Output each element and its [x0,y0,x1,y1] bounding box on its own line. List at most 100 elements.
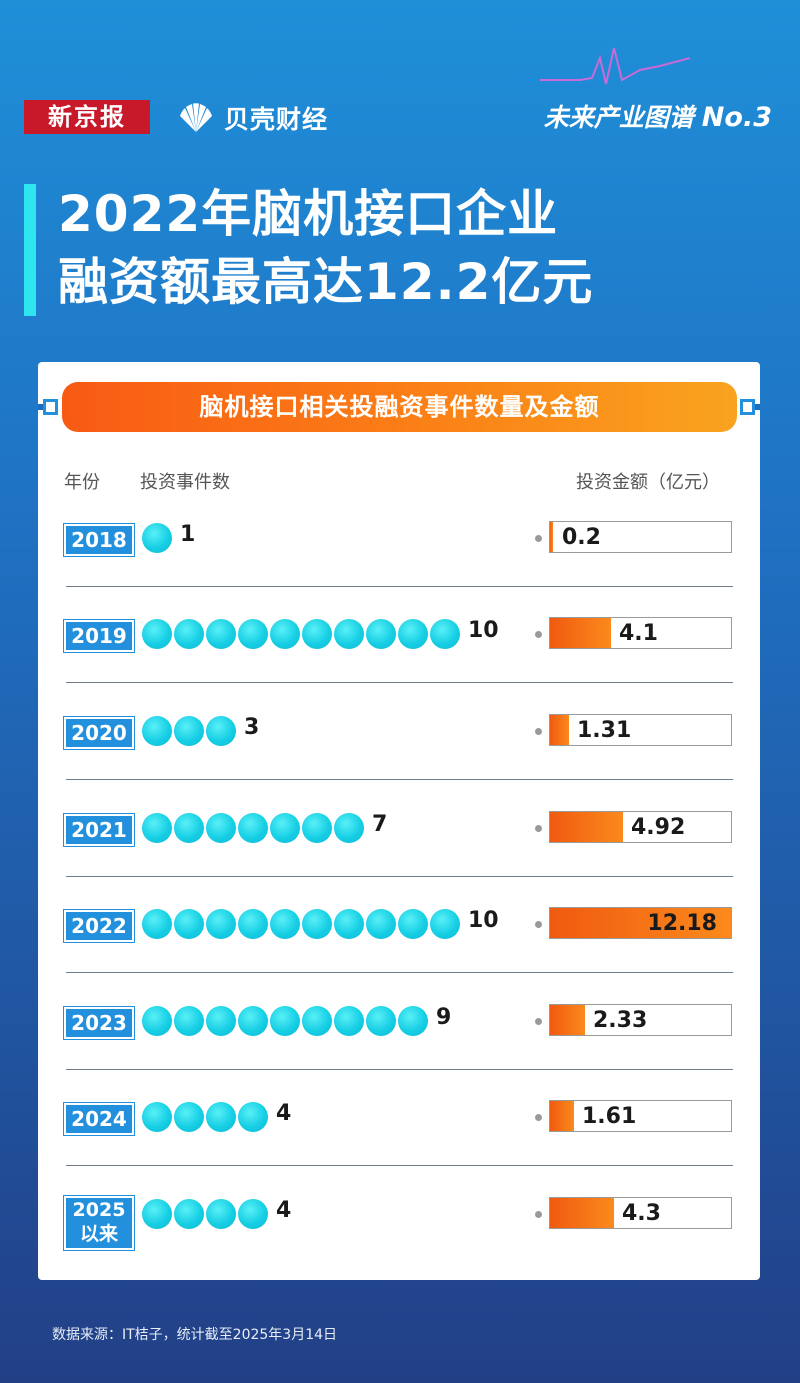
count-dots [142,813,364,843]
count-dots [142,1102,268,1132]
beike-logo: 贝壳财经 [176,98,328,138]
bullet-marker [535,535,542,542]
series-name: 未来产业图谱 [543,103,694,132]
amount-bar-frame: 1.31 [549,714,732,746]
count-label: 9 [436,1005,452,1030]
count-dot [206,619,236,649]
count-dot [238,1006,268,1036]
count-dot [142,909,172,939]
count-dot [142,523,172,553]
year-text: 2018 [71,528,127,552]
amount-bar-frame: 4.3 [549,1197,732,1229]
amount-label: 12.18 [647,911,717,936]
count-dots [142,716,236,746]
pulse-line-icon [540,47,690,85]
row-divider [66,1165,733,1166]
chart-banner: 脑机接口相关投融资事件数量及金额 [62,382,737,432]
count-dot [366,1006,396,1036]
count-dot [334,619,364,649]
bullet-marker [535,1114,542,1121]
count-dot [302,1006,332,1036]
amount-bar [550,1198,614,1228]
count-dot [270,619,300,649]
count-dot [174,813,204,843]
title-line-2: 融资额最高达12.2亿元 [58,253,594,311]
count-dot [270,813,300,843]
year-text: 2022 [71,914,127,938]
count-dot [174,1102,204,1132]
count-dot [398,909,428,939]
amount-label: 4.3 [622,1201,661,1226]
count-dot [206,813,236,843]
count-dots [142,619,460,649]
amount-bar-frame: 4.1 [549,617,732,649]
count-dot [142,1006,172,1036]
year-text: 2021 [71,818,127,842]
count-label: 10 [468,618,499,643]
count-label: 1 [180,522,196,547]
column-header-count: 投资事件数 [140,472,230,493]
count-dot [430,619,460,649]
count-dot [270,1006,300,1036]
amount-bar-frame: 0.2 [549,521,732,553]
count-dots [142,523,172,553]
amount-label: 0.2 [562,525,601,550]
count-dots [142,1199,268,1229]
page-title: 2022年脑机接口企业 融资额最高达12.2亿元 [58,180,778,316]
bullet-marker [535,921,542,928]
year-label: 2024 [63,1102,135,1136]
year-label: 2018 [63,523,135,557]
count-label: 3 [244,715,260,740]
amount-bar-frame: 12.18 [549,907,732,939]
amount-bar-frame: 4.92 [549,811,732,843]
count-label: 4 [276,1198,292,1223]
row-divider [66,972,733,973]
year-text: 2019 [71,624,127,648]
count-dot [302,909,332,939]
count-dot [174,716,204,746]
count-dot [174,909,204,939]
count-label: 4 [276,1101,292,1126]
count-dot [238,813,268,843]
count-dot [334,813,364,843]
year-label: 2022 [63,909,135,943]
amount-label: 1.61 [582,1104,637,1129]
row-divider [66,586,733,587]
title-line-1: 2022年脑机接口企业 [58,185,559,243]
count-dots [142,1006,428,1036]
series-tag: 未来产业图谱 No.3 [544,98,772,138]
column-header-year: 年份 [64,472,100,493]
row-divider [66,682,733,683]
amount-label: 1.31 [577,718,632,743]
count-dot [302,813,332,843]
count-dot [270,909,300,939]
amount-label: 4.1 [619,621,658,646]
count-dot [238,909,268,939]
bullet-marker [535,1018,542,1025]
count-dot [142,716,172,746]
count-dots [142,909,460,939]
row-divider [66,779,733,780]
count-dot [174,1199,204,1229]
year-suffix-text: 以来 [79,1223,118,1245]
count-dot [366,619,396,649]
year-label: 2020 [63,716,135,750]
plug-icon-left [38,399,58,415]
year-label: 2023 [63,1006,135,1040]
year-label: 2021 [63,813,135,847]
newspaper-logo: 新京报 [24,100,150,134]
amount-bar [550,1101,574,1131]
series-number: No.3 [701,102,772,133]
brand-bar: 新京报 贝壳财经 未来产业图谱 No.3 [24,98,772,138]
row-divider [66,876,733,877]
count-dot [302,619,332,649]
count-dot [430,909,460,939]
count-dot [174,619,204,649]
count-label: 10 [468,908,499,933]
count-dot [206,909,236,939]
count-dot [238,1102,268,1132]
year-text: 2025 [72,1199,126,1221]
data-source: 数据来源：IT桔子，统计截至2025年3月14日 [52,1327,338,1343]
amount-bar [550,812,623,842]
plug-icon-right [740,399,760,415]
